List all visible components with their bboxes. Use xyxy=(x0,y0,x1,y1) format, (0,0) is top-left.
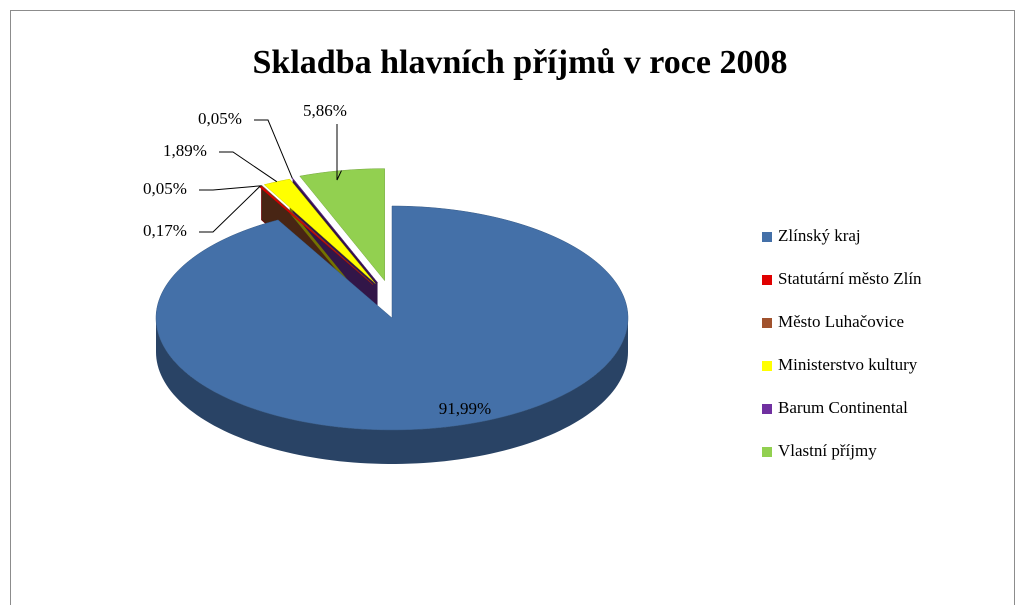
data-label: 1,89% xyxy=(163,141,207,160)
slice xyxy=(155,205,629,431)
legend-swatch xyxy=(762,232,772,242)
legend-label: Ministerstvo kultury xyxy=(778,355,918,374)
data-label: 0,05% xyxy=(198,109,242,128)
legend-label: Vlastní příjmy xyxy=(778,441,877,460)
data-label: 0,17% xyxy=(143,221,187,240)
leader-line xyxy=(199,185,262,191)
chart-title: Skladba hlavních příjmů v roce 2008 xyxy=(253,44,788,81)
legend-label: Město Luhačovice xyxy=(778,312,904,331)
data-label: 0,05% xyxy=(143,179,187,198)
leader-line xyxy=(219,151,278,183)
leader-line xyxy=(254,119,293,179)
leader-line xyxy=(336,124,342,181)
leader-line xyxy=(199,185,261,233)
legend-swatch xyxy=(762,404,772,414)
slice-side xyxy=(156,318,628,464)
legend-swatch xyxy=(762,447,772,457)
legend-label: Barum Continental xyxy=(778,398,908,417)
legend-swatch xyxy=(762,275,772,285)
legend-swatch xyxy=(762,318,772,328)
slice xyxy=(263,178,376,284)
legend-label: Statutární město Zlín xyxy=(778,269,922,288)
data-label: 91,99% xyxy=(439,399,491,418)
legend-label: Zlínský kraj xyxy=(778,226,861,245)
data-label: 5,86% xyxy=(303,101,347,120)
legend-swatch xyxy=(762,361,772,371)
